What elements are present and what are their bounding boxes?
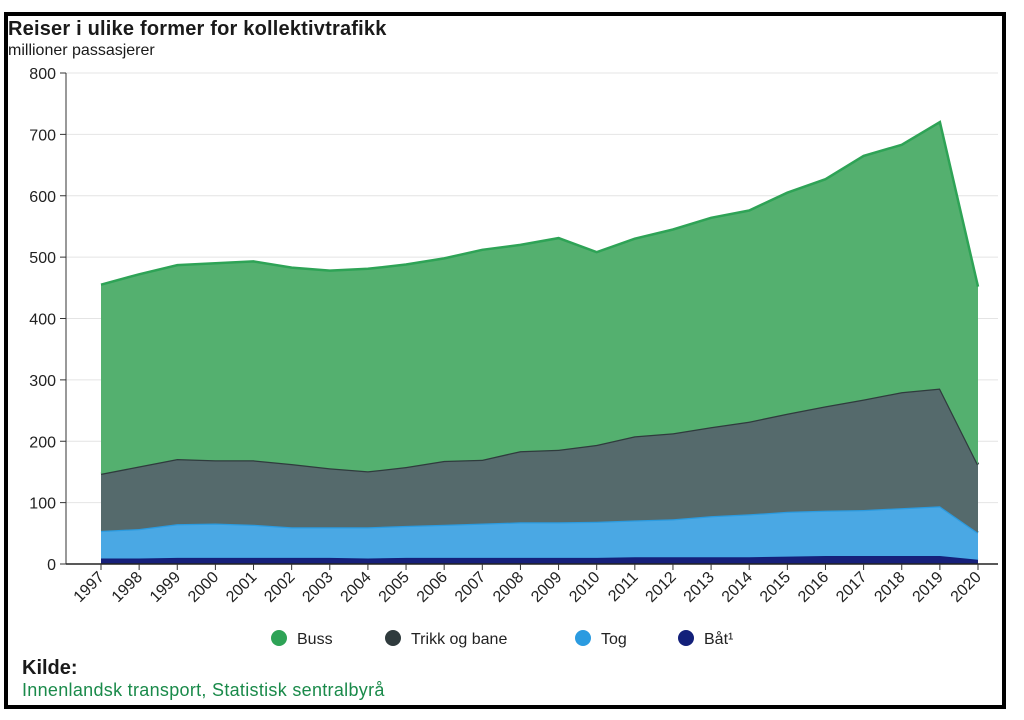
x-tick-label: 1997 [71, 569, 108, 606]
x-tick-label: 2019 [910, 569, 947, 606]
chart-title: Reiser i ulike former for kollektivtrafi… [8, 18, 387, 40]
source-label: Kilde: [22, 657, 78, 679]
x-tick-label: 2016 [795, 569, 832, 606]
x-tick-label: 2000 [185, 569, 222, 606]
y-tick-label: 800 [29, 66, 56, 83]
x-tick-label: 2018 [871, 569, 908, 606]
area-trikk-og-bane [101, 388, 978, 533]
y-tick-label: 200 [29, 434, 56, 451]
figure-frame [4, 12, 1006, 709]
x-tick-label: 2015 [757, 569, 794, 606]
x-tick-label: 2002 [261, 569, 298, 606]
x-tick-label: 2014 [719, 569, 756, 606]
y-tick-label: 400 [29, 312, 56, 329]
x-tick-label: 2006 [414, 569, 451, 606]
x-tick-label: 2007 [452, 569, 489, 606]
y-tick-label: 500 [29, 250, 56, 267]
x-tick-label: 2017 [833, 569, 870, 606]
y-tick-label: 700 [29, 127, 56, 144]
x-tick-label: 2012 [643, 569, 680, 606]
y-tick-label: 0 [47, 557, 56, 574]
x-tick-label: 1999 [147, 569, 184, 606]
x-tick-label: 2020 [948, 569, 985, 606]
x-tick-label: 2010 [566, 569, 603, 606]
y-axis-label: millioner passasjerer [8, 42, 155, 59]
legend-marker-buss [271, 630, 287, 646]
x-tick-label: 1998 [109, 569, 146, 606]
x-tick-label: 2009 [528, 569, 565, 606]
legend-marker-tog [575, 630, 591, 646]
area-buss [101, 122, 978, 474]
legend-marker-trikk-og-bane [385, 630, 401, 646]
x-tick-label: 2001 [223, 569, 260, 606]
x-tick-label: 2008 [490, 569, 527, 606]
legend-label-b-t: Båt¹ [704, 630, 733, 648]
x-tick-label: 2004 [338, 569, 375, 606]
y-tick-label: 600 [29, 189, 56, 206]
y-tick-label: 300 [29, 373, 56, 390]
source-text: Innenlandsk transport, Statistisk sentra… [22, 680, 385, 700]
legend-label-trikk-og-bane: Trikk og bane [411, 631, 507, 648]
legend-label-tog: Tog [601, 631, 627, 648]
x-tick-label: 2013 [681, 569, 718, 606]
y-tick-label: 100 [29, 496, 56, 513]
x-tick-label: 2005 [376, 569, 413, 606]
line-buss [100, 120, 980, 287]
legend-label-buss: Buss [297, 631, 333, 648]
x-tick-label: 2003 [299, 569, 336, 606]
legend-marker-b-t [678, 630, 694, 646]
area-tog [101, 506, 978, 560]
x-tick-label: 2011 [605, 569, 641, 605]
